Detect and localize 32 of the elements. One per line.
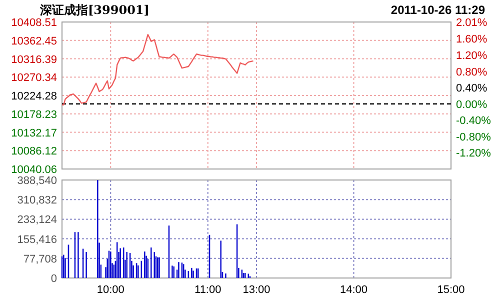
line-series (61, 34, 254, 106)
y-tick-label: 10270.34 (11, 72, 57, 84)
x-tick-label: 13:00 (242, 284, 270, 296)
y-tick-label: 10224.28 (11, 90, 57, 102)
y-tick-label: 10132.17 (11, 127, 57, 140)
y-tick-label: 77,708 (23, 253, 57, 266)
y-tick-label: 155,416 (17, 234, 57, 246)
y-tick-label: 233,124 (17, 214, 57, 226)
y-tick-label: 10362.45 (11, 35, 57, 48)
y2-tick-label: -1.20% (456, 148, 492, 160)
y-tick-label: 10178.23 (11, 108, 57, 121)
y2-tick-label: 2.01% (456, 17, 488, 29)
y2-tick-label: 0.40% (456, 82, 488, 95)
y-tick-label: 10040.06 (11, 164, 57, 176)
y-tick-label: 0 (50, 273, 57, 285)
y2-tick-label: 0.80% (456, 66, 488, 78)
y2-tick-label: 1.20% (456, 50, 488, 62)
chart-subtitle: 2011-10-26 11:29 (390, 3, 486, 17)
y-tick-label: 388,540 (17, 175, 57, 187)
y2-tick-label: 0.00% (456, 98, 488, 111)
chart-title: 深证成指[399001] (39, 3, 150, 17)
x-tick-label: 15:00 (437, 284, 465, 296)
y2-tick-label: -0.80% (456, 131, 492, 144)
y-tick-label: 10408.51 (11, 17, 57, 29)
y-tick-label: 10086.12 (11, 146, 57, 158)
y2-tick-label: -0.40% (456, 115, 492, 128)
y-tick-label: 310,832 (17, 194, 57, 207)
y2-tick-label: 1.60% (456, 34, 488, 46)
x-tick-label: 10:00 (96, 284, 124, 296)
y-tick-label: 10316.39 (11, 54, 57, 66)
x-tick-label: 11:00 (194, 284, 222, 296)
x-tick-label: 14:00 (340, 284, 368, 296)
